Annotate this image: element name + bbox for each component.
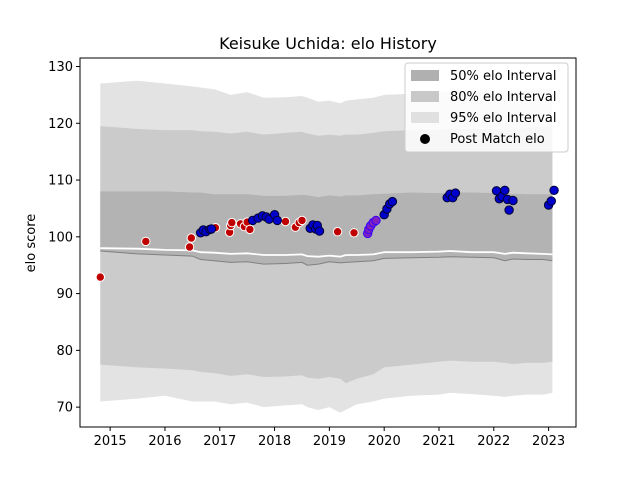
y-tick-label-0: 70 <box>56 401 73 416</box>
x-tick-label-1: 2016 <box>148 434 181 449</box>
legend-frame <box>404 62 569 153</box>
band-50-lower-edge <box>100 250 553 266</box>
legend-label-80: 80% elo Interval <box>450 90 557 105</box>
legend-label-post-match: Post Match elo <box>450 132 545 147</box>
legend-label-95: 95% elo Interval <box>450 111 557 126</box>
plot-area: 2015 2016 2017 2018 2019 2020 2021 2022 2023 70 80… <box>48 57 577 449</box>
post-match-point-1-20 <box>387 196 398 207</box>
post-match-point-0-11 <box>245 224 255 235</box>
legend: 50% elo Interval 80% elo Interval 95% el… <box>404 62 569 153</box>
chart-title: Keisuke Uchida: elo History <box>219 34 437 53</box>
y-tick-label-6: 130 <box>48 60 73 75</box>
post-match-point-1-16 <box>314 226 325 236</box>
x-tick-label-7: 2022 <box>477 434 510 449</box>
post-match-point-0-12 <box>280 216 291 227</box>
post-match-point-1-4 <box>206 224 217 234</box>
post-match-point-1-30 <box>504 205 514 215</box>
x-tick-label-3: 2018 <box>258 434 291 449</box>
band-50 <box>100 191 553 266</box>
legend-swatch-95 <box>411 112 439 123</box>
y-tick-label-5: 120 <box>48 117 73 132</box>
x-tick-label-0: 2015 <box>94 434 127 449</box>
post-match-point-1-28 <box>500 185 510 196</box>
y-tick-label-1: 80 <box>56 344 73 359</box>
x-tick-label-4: 2019 <box>313 434 346 449</box>
x-tick-label-5: 2020 <box>368 434 401 449</box>
plot-frame <box>79 57 577 428</box>
legend-marker-post-match <box>420 134 430 144</box>
post-match-point-0-16 <box>332 227 343 237</box>
y-axis-title: elo score <box>24 214 39 273</box>
post-match-point-0-2 <box>184 242 195 252</box>
post-match-point-0-17 <box>349 228 359 238</box>
post-match-point-1-34 <box>549 185 559 196</box>
mean-elo-line <box>100 247 553 258</box>
post-match-point-0-3 <box>186 233 197 243</box>
legend-label-50: 50% elo Interval <box>450 69 557 84</box>
x-tick-label-6: 2021 <box>422 434 455 449</box>
y-tick-label-3: 100 <box>48 230 73 245</box>
x-tick-label-8: 2023 <box>532 434 565 449</box>
post-match-point-2-4 <box>371 215 381 226</box>
post-match-point-1-11 <box>272 215 282 226</box>
post-match-point-0-15 <box>297 215 307 226</box>
post-match-point-1-24 <box>450 188 461 198</box>
post-match-point-0-7 <box>227 217 237 228</box>
post-match-point-1-31 <box>508 195 518 206</box>
post-match-point-1-33 <box>546 196 556 206</box>
y-tick-label-2: 90 <box>56 287 73 302</box>
post-match-point-0-1 <box>141 236 151 247</box>
x-tick-label-2: 2017 <box>203 434 236 449</box>
y-tick-label-4: 110 <box>48 174 73 189</box>
post-match-point-0-0 <box>95 272 106 282</box>
legend-swatch-80 <box>411 91 439 102</box>
legend-swatch-50 <box>411 70 439 81</box>
